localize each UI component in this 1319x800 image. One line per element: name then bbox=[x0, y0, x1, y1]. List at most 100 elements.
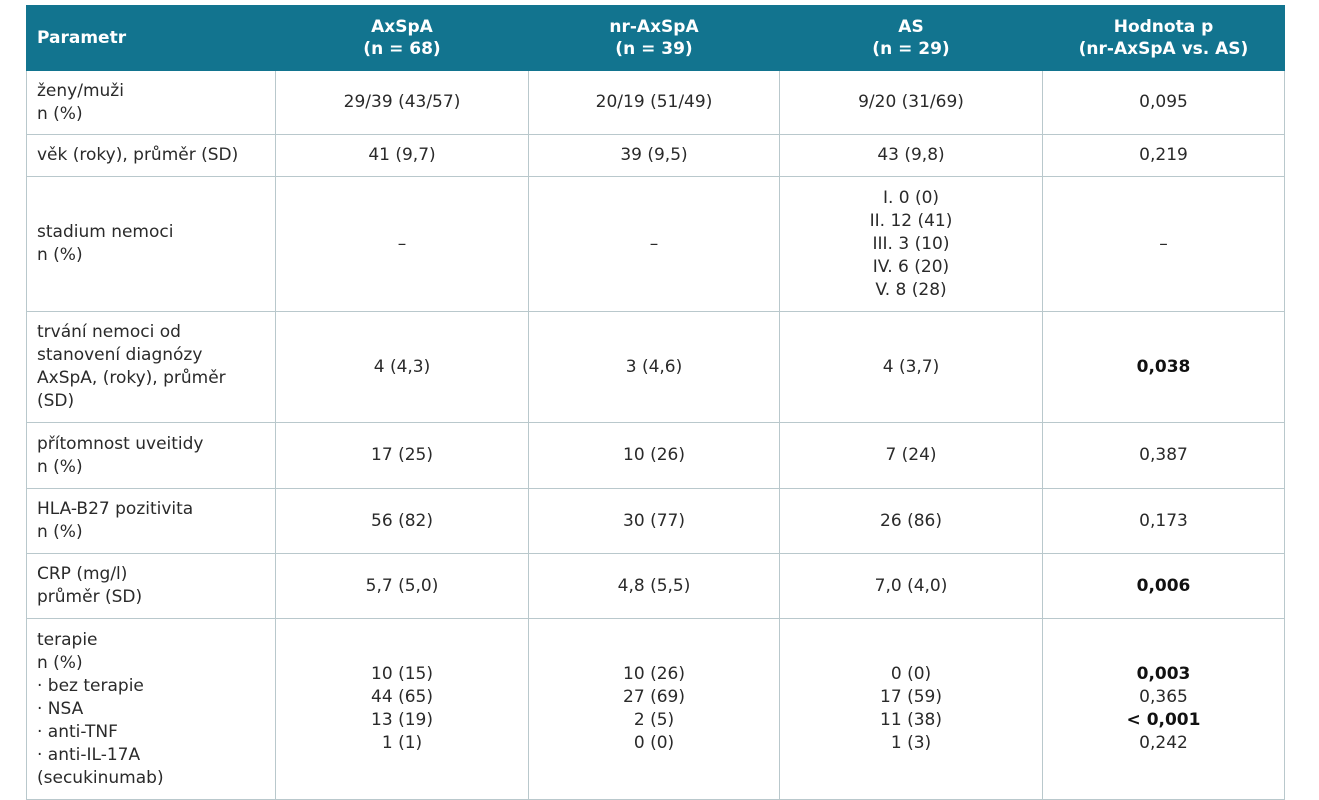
row-label: trvání nemoci od stanovení diagnózy AxSp… bbox=[26, 311, 276, 423]
therapy-value: 1 (3) bbox=[890, 733, 932, 753]
row-label-line: n (%) bbox=[37, 522, 83, 542]
row-label-line: · anti-IL-17A bbox=[37, 744, 141, 765]
cell-axspa: 56 (82) bbox=[275, 488, 529, 554]
therapy-value: 13 (19) bbox=[371, 710, 433, 730]
row-label-line: terapie bbox=[37, 629, 98, 650]
header-parametr-label: Parametr bbox=[37, 28, 127, 48]
stage-line: I. 0 (0) bbox=[882, 187, 940, 208]
therapy-value: 44 (65) bbox=[371, 687, 433, 707]
characteristics-table: Parametr AxSpA (n = 68) nr-AxSpA (n = 39… bbox=[26, 5, 1285, 800]
cell-nraxspa: 4,8 (5,5) bbox=[528, 553, 780, 619]
therapy-pvalue: 0,242 bbox=[1139, 733, 1188, 753]
therapy-pvalue: 0,003 bbox=[1136, 664, 1191, 684]
cell-axspa: 10 (15) 44 (65) 13 (19) 1 (1) bbox=[275, 618, 529, 800]
cell-as: I. 0 (0) II. 12 (41) III. 3 (10) IV. 6 (… bbox=[779, 176, 1043, 312]
header-pvalue: Hodnota p (nr-AxSpA vs. AS) bbox=[1042, 5, 1285, 71]
header-pvalue-sub: (nr-AxSpA vs. AS) bbox=[1078, 39, 1249, 59]
row-label-line: · anti-TNF bbox=[37, 721, 118, 742]
stage-line: III. 3 (10) bbox=[872, 233, 950, 254]
row-label-line: HLA-B27 pozitivita bbox=[37, 499, 194, 519]
header-nraxspa-label: nr-AxSpA bbox=[609, 17, 699, 37]
row-label-line: (SD) bbox=[37, 391, 75, 411]
stage-line: II. 12 (41) bbox=[869, 210, 953, 231]
cell-pvalue: 0,003 0,365 < 0,001 0,242 bbox=[1042, 618, 1285, 800]
header-axspa: AxSpA (n = 68) bbox=[275, 5, 529, 71]
cell-pvalue: 0,006 bbox=[1042, 553, 1285, 619]
row-label: stadium nemoci n (%) bbox=[26, 176, 276, 312]
row-label-line: trvání nemoci od bbox=[37, 322, 181, 342]
cell-nraxspa: 10 (26) bbox=[528, 422, 780, 489]
cell-axspa: 5,7 (5,0) bbox=[275, 553, 529, 619]
cell-as: 0 (0) 17 (59) 11 (38) 1 (3) bbox=[779, 618, 1043, 800]
cell-axspa: – bbox=[275, 176, 529, 312]
row-label-line: n (%) bbox=[37, 456, 83, 477]
header-nraxspa: nr-AxSpA (n = 39) bbox=[528, 5, 780, 71]
cell-nraxspa: – bbox=[528, 176, 780, 312]
cell-axspa: 29/39 (43/57) bbox=[275, 70, 529, 135]
cell-pvalue: 0,038 bbox=[1042, 311, 1285, 423]
row-label-line: (secukinumab) bbox=[37, 767, 164, 788]
cell-pvalue: – bbox=[1042, 176, 1285, 312]
cell-axspa: 41 (9,7) bbox=[275, 134, 529, 177]
header-parametr: Parametr bbox=[26, 5, 276, 71]
row-label-line: n (%) bbox=[37, 652, 83, 673]
header-nraxspa-n: (n = 39) bbox=[615, 39, 693, 59]
table-row: stadium nemoci n (%) – – I. 0 (0) II. 12… bbox=[26, 176, 1285, 312]
therapy-pvalue: < 0,001 bbox=[1126, 710, 1201, 730]
row-label-line: CRP (mg/l) bbox=[37, 564, 128, 584]
cell-axspa: 17 (25) bbox=[275, 422, 529, 489]
therapy-value: 1 (1) bbox=[381, 733, 423, 753]
row-label: CRP (mg/l) průměr (SD) bbox=[26, 553, 276, 619]
header-axspa-label: AxSpA bbox=[371, 17, 433, 37]
row-label-line: n (%) bbox=[37, 245, 83, 265]
cell-as: 7,0 (4,0) bbox=[779, 553, 1043, 619]
therapy-value: 11 (38) bbox=[880, 710, 942, 730]
therapy-value: 0 (0) bbox=[633, 733, 675, 753]
cell-axspa: 4 (4,3) bbox=[275, 311, 529, 423]
row-label: HLA-B27 pozitivita n (%) bbox=[26, 488, 276, 554]
cell-as: 43 (9,8) bbox=[779, 134, 1043, 177]
stage-line: IV. 6 (20) bbox=[872, 256, 950, 277]
cell-as: 4 (3,7) bbox=[779, 311, 1043, 423]
cell-nraxspa: 10 (26) 27 (69) 2 (5) 0 (0) bbox=[528, 618, 780, 800]
header-as: AS (n = 29) bbox=[779, 5, 1043, 71]
header-axspa-n: (n = 68) bbox=[363, 39, 441, 59]
row-label: terapie n (%) · bez terapie · NSA · anti… bbox=[26, 618, 276, 800]
therapy-value: 17 (59) bbox=[880, 687, 942, 707]
table-row: HLA-B27 pozitivita n (%) 56 (82) 30 (77)… bbox=[26, 488, 1285, 554]
therapy-value: 10 (26) bbox=[623, 664, 685, 684]
table-row: terapie n (%) · bez terapie · NSA · anti… bbox=[26, 618, 1285, 800]
row-label-line: stanovení diagnózy bbox=[37, 345, 203, 365]
table-row: CRP (mg/l) průměr (SD) 5,7 (5,0) 4,8 (5,… bbox=[26, 553, 1285, 619]
cell-pvalue: 0,219 bbox=[1042, 134, 1285, 177]
therapy-value: 27 (69) bbox=[623, 687, 685, 707]
therapy-pvalue: 0,365 bbox=[1139, 687, 1188, 707]
cell-nraxspa: 20/19 (51/49) bbox=[528, 70, 780, 135]
header-row: Parametr AxSpA (n = 68) nr-AxSpA (n = 39… bbox=[26, 5, 1285, 71]
cell-as: 26 (86) bbox=[779, 488, 1043, 554]
row-label: ženy/muži n (%) bbox=[26, 70, 276, 135]
row-label: věk (roky), průměr (SD) bbox=[26, 134, 276, 177]
row-label: přítomnost uveitidy n (%) bbox=[26, 422, 276, 489]
cell-nraxspa: 3 (4,6) bbox=[528, 311, 780, 423]
row-label-line: průměr (SD) bbox=[37, 587, 143, 607]
header-pvalue-label: Hodnota p bbox=[1113, 17, 1214, 37]
cell-nraxspa: 30 (77) bbox=[528, 488, 780, 554]
therapy-value: 2 (5) bbox=[633, 710, 675, 730]
row-label-line: AxSpA, (roky), průměr bbox=[37, 368, 226, 388]
table-row: ženy/muži n (%) 29/39 (43/57) 20/19 (51/… bbox=[26, 70, 1285, 135]
header-as-n: (n = 29) bbox=[872, 39, 950, 59]
cell-pvalue: 0,095 bbox=[1042, 70, 1285, 135]
cell-nraxspa: 39 (9,5) bbox=[528, 134, 780, 177]
cell-pvalue: 0,387 bbox=[1042, 422, 1285, 489]
therapy-value: 10 (15) bbox=[371, 664, 433, 684]
table-row: trvání nemoci od stanovení diagnózy AxSp… bbox=[26, 311, 1285, 423]
table-row: přítomnost uveitidy n (%) 17 (25) 10 (26… bbox=[26, 422, 1285, 489]
cell-as: 9/20 (31/69) bbox=[779, 70, 1043, 135]
row-label-line: stadium nemoci bbox=[37, 222, 174, 242]
cell-as: 7 (24) bbox=[779, 422, 1043, 489]
cell-pvalue: 0,173 bbox=[1042, 488, 1285, 554]
row-label-line: ženy/muži bbox=[37, 80, 124, 101]
therapy-value: 0 (0) bbox=[890, 664, 932, 684]
header-as-label: AS bbox=[898, 17, 924, 37]
